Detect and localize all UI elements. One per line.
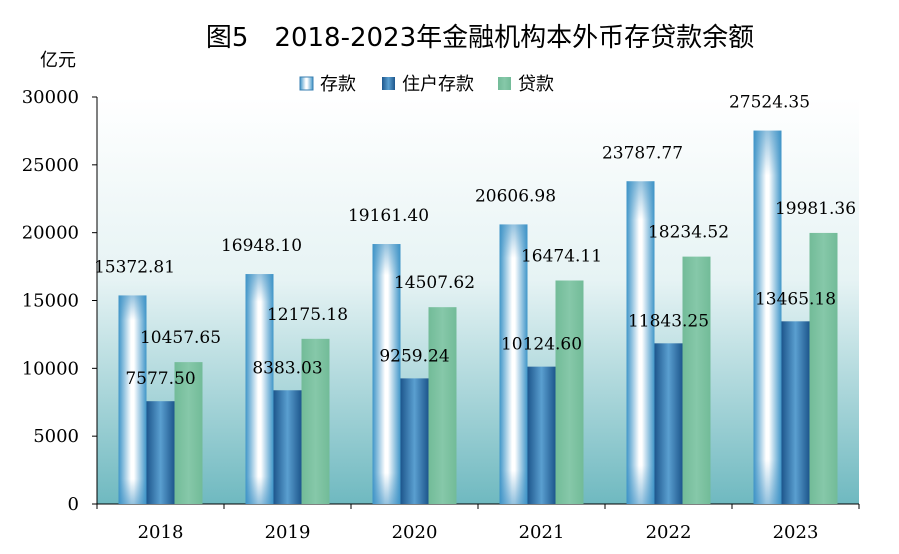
x-tick-label: 2018: [138, 522, 184, 543]
legend-swatch-loan: [498, 77, 511, 90]
data-label-loan-2021: 16474.11: [521, 247, 602, 267]
bar-deposit-shade-2018: [118, 295, 147, 504]
data-label-loan-2019: 12175.18: [267, 305, 348, 325]
bar-deposit-shade-2019: [245, 274, 274, 504]
y-tick-label: 30000: [22, 87, 79, 108]
data-label-loan-2020: 14507.62: [394, 273, 475, 293]
data-label-household-deposit-2021: 10124.60: [501, 335, 582, 355]
y-tick-label: 5000: [33, 426, 79, 447]
legend-label-loan: 贷款: [518, 74, 554, 95]
x-axis: 2018 2019 2020 2021 2022 2023: [96, 503, 860, 543]
x-tick-label: 2019: [265, 522, 311, 543]
data-label-household-deposit-2020: 9259.24: [379, 346, 449, 366]
bar-household-deposit-2021: [527, 366, 556, 504]
data-label-deposit-2018: 15372.81: [94, 257, 175, 277]
data-label-household-deposit-2019: 8383.03: [252, 358, 322, 378]
x-tick-label: 2021: [519, 522, 565, 543]
y-tick-label: 15000: [22, 291, 79, 312]
bar-loan-2018: [174, 362, 203, 504]
bar-loan-2022: [682, 256, 711, 504]
bar-loan-2019: [301, 338, 330, 504]
data-label-deposit-2020: 19161.40: [348, 206, 429, 226]
data-labels: 15372.81 7577.50 10457.65 16948.10 8383.03 12…: [94, 93, 856, 390]
x-tick-label: 2022: [646, 522, 692, 543]
y-tick-label: 20000: [22, 223, 79, 244]
data-label-household-deposit-2022: 11843.25: [628, 311, 709, 331]
x-tick-label: 2023: [773, 522, 819, 543]
bar-household-deposit-2018: [146, 401, 175, 504]
legend-swatch-deposit: [299, 76, 314, 91]
bar-deposit-shade-2020: [372, 244, 401, 504]
y-tick-label: 10000: [22, 358, 79, 379]
bar-household-deposit-2022: [654, 343, 683, 504]
bar-deposit-shade-2022: [626, 181, 655, 505]
chart-title: 图5 2018-2023年金融机构本外币存贷款余额: [206, 23, 754, 53]
y-tick-label: 25000: [22, 155, 79, 176]
legend-label-deposit: 存款: [320, 74, 356, 95]
data-label-loan-2023: 19981.36: [775, 199, 856, 219]
data-label-deposit-2023: 27524.35: [729, 93, 810, 113]
bar-loan-2020: [428, 307, 457, 504]
data-label-household-deposit-2018: 7577.50: [125, 369, 195, 389]
bar-deposit-shade-2023: [753, 130, 782, 505]
plot-background: [97, 97, 859, 504]
bar-loan-2023: [809, 232, 838, 504]
y-axis-unit-label: 亿元: [40, 50, 76, 71]
data-label-deposit-2019: 16948.10: [221, 236, 302, 256]
legend-label-household-deposit: 住户存款: [402, 74, 474, 95]
data-label-loan-2022: 18234.52: [648, 223, 729, 243]
data-label-deposit-2021: 20606.98: [475, 186, 556, 206]
bar-household-deposit-2023: [781, 321, 810, 504]
x-tick-label: 2020: [392, 522, 438, 543]
bar-loan-2021: [555, 280, 584, 504]
y-tick-label: 0: [68, 494, 79, 515]
legend: 存款 住户存款 贷款: [299, 74, 554, 95]
data-label-household-deposit-2023: 13465.18: [755, 289, 836, 309]
data-label-deposit-2022: 23787.77: [602, 143, 683, 163]
bar-household-deposit-2020: [400, 378, 429, 504]
y-axis: 0 5000 10000 15000 20000 25000 30000: [22, 87, 98, 515]
bar-deposit-shade-2021: [499, 224, 528, 504]
bars: [118, 130, 838, 505]
bar-household-deposit-2019: [273, 390, 302, 504]
data-label-loan-2018: 10457.65: [140, 328, 221, 348]
legend-swatch-household-deposit: [382, 77, 395, 90]
